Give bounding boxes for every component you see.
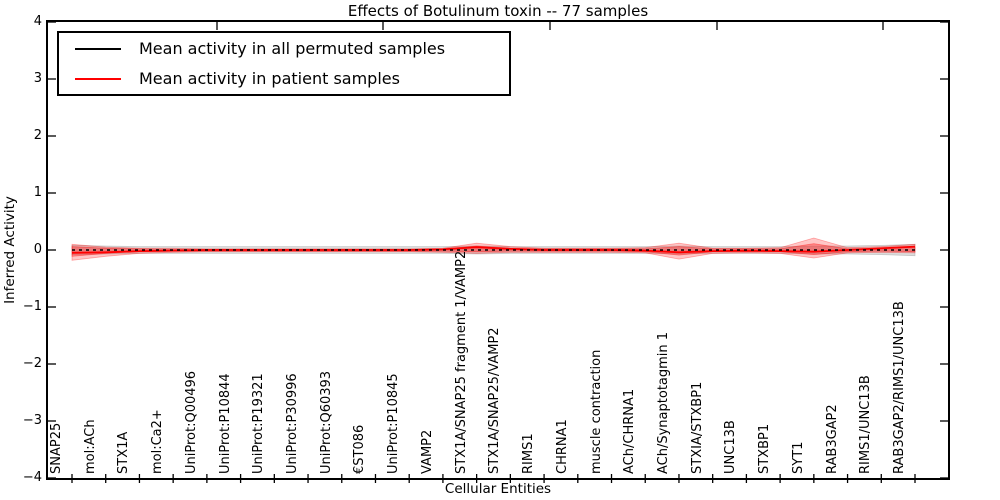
x-tick-label: STX1A/SNAP25 fragment 1/VAMP2 [453, 250, 469, 474]
x-tick-label: RIMS1 [521, 433, 537, 474]
x-tick-label: STXBP1 [757, 423, 773, 474]
y-tick-label: −4 [22, 470, 42, 485]
x-axis-label: Cellular Entities [444, 481, 552, 497]
x-tick-label: mol:ACh [82, 419, 98, 474]
y-tick-label: 2 [33, 128, 42, 143]
y-tick-label: 3 [33, 71, 42, 86]
legend-item-patient: Mean activity in patient samples [59, 66, 509, 92]
x-tick-label: CHRNA1 [554, 419, 570, 474]
x-tick-label: SYT1 [790, 441, 806, 474]
x-tick-label: VAMP2 [419, 429, 435, 474]
x-tick-label: ACh/Synaptotagmin 1 [655, 331, 671, 474]
x-tick-label: SNAP25 [49, 422, 64, 474]
x-tick-label: UniProt:Q60393 [318, 370, 334, 474]
x-tick-label: ACh/CHRNA1 [622, 388, 638, 474]
y-tick-label: 1 [33, 185, 42, 200]
x-tick-label: UniProt:P19321 [251, 373, 267, 474]
y-tick-label: −1 [22, 299, 42, 314]
x-tick-label: RAB3GAP2/RIMS1/UNC13B [892, 301, 907, 474]
band-patient-samples-range-outer [71, 237, 916, 261]
x-tick-label: €ST086 [352, 424, 368, 474]
y-tick-label: 0 [33, 242, 42, 257]
y-tick-label: −2 [22, 356, 42, 371]
x-tick-label: UniProt:Q00496 [183, 370, 199, 474]
x-tick-label: RIMS1/UNC13B [858, 375, 874, 474]
legend-label-permuted: Mean activity in all permuted samples [139, 39, 446, 58]
x-tick-label: muscle contraction [588, 349, 604, 474]
x-tick-label: UniProt:P10844 [217, 373, 233, 474]
x-tick-label: STX1A [116, 431, 132, 474]
chart-canvas [48, 21, 948, 483]
x-tick-label: RAB3GAP2 [824, 404, 840, 474]
y-tick-label: −3 [22, 413, 42, 428]
legend: Mean activity in all permuted samples Me… [57, 31, 511, 96]
x-tick-label: UniProt:P30996 [285, 373, 301, 474]
x-tick-label: STXIA/STXBP1 [689, 381, 705, 474]
x-tick-label: mol:Ca2+ [150, 409, 166, 474]
legend-label-patient: Mean activity in patient samples [139, 69, 400, 88]
legend-item-permuted: Mean activity in all permuted samples [59, 36, 509, 62]
x-tick-label: UNC13B [723, 420, 739, 474]
x-tick-label: UniProt:P10845 [386, 373, 402, 474]
permuted-line-sample [75, 47, 121, 50]
x-tick-label: STX1A/SNAP25/VAMP2 [487, 327, 503, 474]
y-tick-label: 4 [33, 14, 42, 29]
patient-line-sample [75, 77, 121, 80]
chart-title: Effects of Botulinum toxin -- 77 samples [347, 2, 649, 20]
